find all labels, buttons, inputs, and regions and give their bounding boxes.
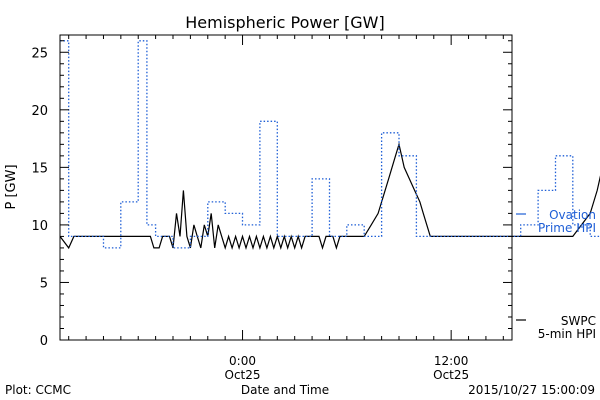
ovation-series-line xyxy=(60,40,600,249)
x-tick-date-label: Oct25 xyxy=(433,368,469,382)
y-tick-label: 15 xyxy=(31,161,48,176)
x-axis-label: Date and Time xyxy=(241,383,329,397)
timestamp: 2015/10/27 15:00:09 xyxy=(468,383,595,397)
y-axis-label: P [GW] xyxy=(4,164,19,209)
plot-label: Plot: CCMC xyxy=(5,383,71,397)
plot-area xyxy=(59,34,600,341)
series-layer xyxy=(59,40,600,250)
legend-label-ovation-line1: Ovation xyxy=(549,208,596,222)
x-tick-date-label: Oct25 xyxy=(225,368,261,382)
plot-frame xyxy=(59,34,513,341)
legend-label-ovation-line2: Prime HPI xyxy=(538,221,596,235)
x-axis: 0:00Oct2512:00Oct250:00Oct2612:00Oct260:… xyxy=(68,35,504,382)
x-tick-time-label: 12:00 xyxy=(434,354,469,368)
legend-label-swpc-line2: 5-min HPI xyxy=(538,327,596,341)
swpc-series-line xyxy=(59,141,600,250)
y-tick-label: 20 xyxy=(31,104,48,119)
y-tick-label: 25 xyxy=(31,46,48,61)
x-tick-time-label: 0:00 xyxy=(229,354,256,368)
chart-title: Hemispheric Power [GW] xyxy=(185,13,384,32)
y-tick-label: 0 xyxy=(40,334,48,349)
y-tick-label: 10 xyxy=(31,219,48,234)
legend-label-swpc-line1: SWPC xyxy=(561,314,596,328)
y-axis: 0 5 10 15 20 25 xyxy=(31,40,512,349)
y-tick-label: 5 xyxy=(40,276,48,291)
